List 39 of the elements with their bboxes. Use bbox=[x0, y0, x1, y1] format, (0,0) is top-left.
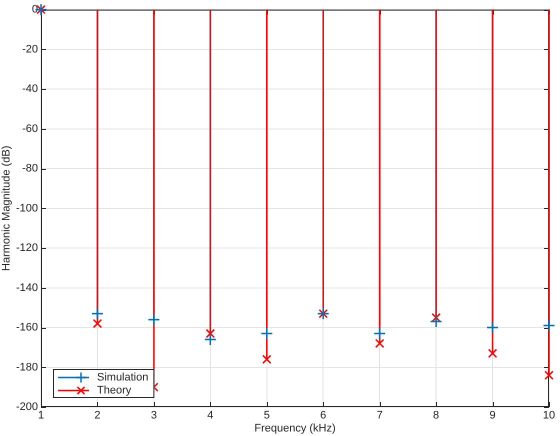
point bbox=[148, 313, 160, 326]
point bbox=[206, 328, 215, 338]
point bbox=[262, 354, 272, 364]
x-tick-label: 9 bbox=[489, 410, 496, 422]
point bbox=[486, 321, 499, 334]
y-axis-title: Harmonic Magnitude (dB) bbox=[0, 146, 13, 271]
y-tick-label: -40 bbox=[22, 83, 38, 96]
y-tick-label: -100 bbox=[16, 202, 38, 214]
point bbox=[430, 315, 442, 328]
y-tick-label: -160 bbox=[16, 322, 38, 334]
point bbox=[431, 312, 441, 322]
y-tick-label: -140 bbox=[16, 282, 38, 294]
point bbox=[204, 333, 217, 346]
legend-label: Theory bbox=[97, 384, 132, 397]
x-tick-label: 3 bbox=[150, 410, 157, 422]
x-tick-label: 4 bbox=[207, 410, 214, 422]
point bbox=[375, 338, 384, 348]
y-tick-label: -20 bbox=[22, 43, 38, 56]
y-tick-label: -60 bbox=[22, 122, 38, 135]
x-tick-label: 6 bbox=[320, 410, 326, 422]
x-tick-label: 2 bbox=[94, 410, 101, 422]
x-tick-label: 5 bbox=[264, 410, 270, 422]
x-axis-title: Frequency (kHz) bbox=[254, 422, 336, 434]
point bbox=[488, 348, 498, 358]
point bbox=[542, 319, 556, 332]
x-tick-label: 8 bbox=[433, 410, 440, 422]
y-tick-label: -180 bbox=[16, 361, 38, 374]
y-tick-label: -200 bbox=[16, 401, 38, 414]
legend-label: Simulation bbox=[97, 372, 148, 384]
y-tick-label: -120 bbox=[16, 242, 38, 254]
point bbox=[373, 327, 386, 340]
x-tick-label: 7 bbox=[376, 410, 383, 422]
point bbox=[260, 327, 274, 340]
point bbox=[544, 370, 554, 380]
x-tick-label: 1 bbox=[38, 410, 44, 422]
x-tick-label: 10 bbox=[542, 410, 556, 422]
point bbox=[92, 318, 102, 328]
point bbox=[91, 307, 104, 320]
y-tick-label: -80 bbox=[22, 162, 38, 175]
